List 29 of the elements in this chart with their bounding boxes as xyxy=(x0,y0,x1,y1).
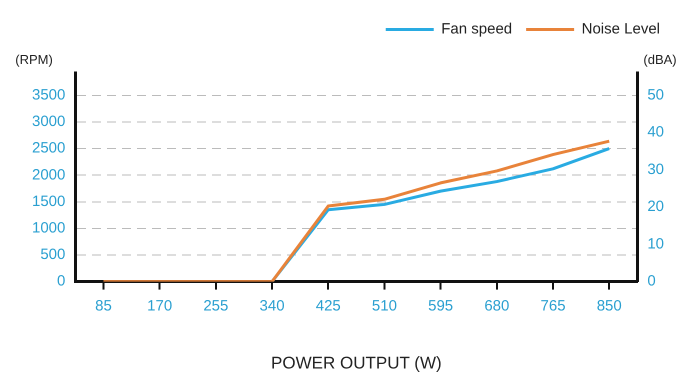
x-tick-label: 170 xyxy=(147,298,172,315)
x-tick-label: 850 xyxy=(596,298,622,315)
x-tick-label: 340 xyxy=(260,298,285,315)
y-tick-label: 2000 xyxy=(32,166,66,184)
x-tick-label: 85 xyxy=(95,298,112,315)
x-tick-label: 510 xyxy=(372,298,397,315)
y-tick-label: 1000 xyxy=(32,220,66,237)
y2-tick-label: 30 xyxy=(647,160,664,178)
y-axis-title: (RPM) xyxy=(15,52,53,68)
y-tick-label: 2500 xyxy=(32,140,66,157)
y2-tick-label: 0 xyxy=(647,272,656,290)
y-tick-label: 1500 xyxy=(32,192,66,210)
y2-tick-label: 50 xyxy=(647,86,664,104)
y2-tick-label: 40 xyxy=(647,124,664,141)
x-tick-label: 765 xyxy=(540,298,566,315)
x-tick-label: 255 xyxy=(203,298,228,315)
x-tick-label: 595 xyxy=(428,298,454,315)
legend-label: Fan speed xyxy=(441,20,512,38)
legend-label: Noise Level xyxy=(582,20,660,38)
y-tick-label: 3500 xyxy=(32,86,66,104)
y2-tick-label: 10 xyxy=(647,235,664,252)
y-tick-label: 3000 xyxy=(32,113,66,130)
y-tick-label: 0 xyxy=(57,272,66,290)
y-tick-label: 500 xyxy=(40,246,66,264)
x-tick-label: 680 xyxy=(484,298,510,315)
y2-axis-title: (dBA) xyxy=(643,52,677,68)
x-tick-label: 425 xyxy=(316,298,341,315)
x-axis-title: POWER OUTPUT (W) xyxy=(271,353,442,372)
y2-tick-label: 20 xyxy=(647,198,664,216)
